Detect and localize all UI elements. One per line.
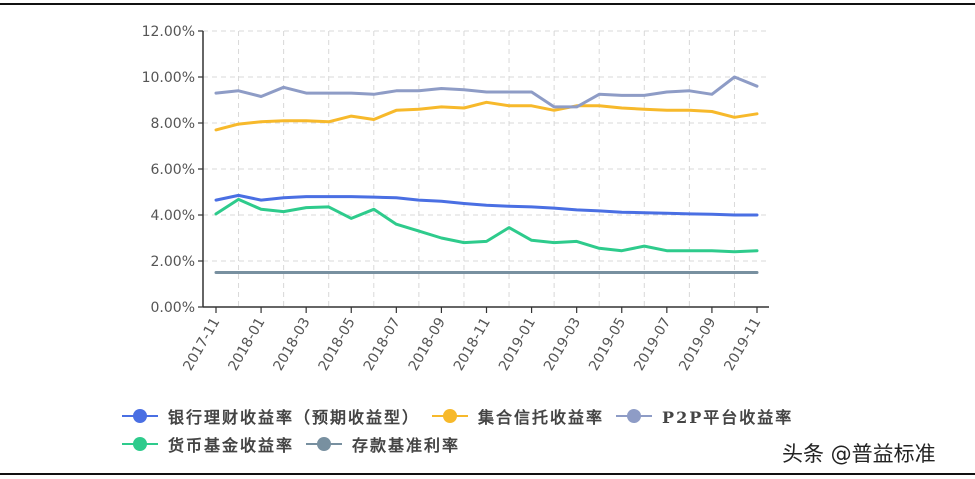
- series-lines: [214, 75, 759, 274]
- svg-text:2018-09: 2018-09: [406, 315, 449, 374]
- legend-label: P2P平台收益率: [662, 408, 794, 427]
- legend-item-p2p[interactable]: P2P平台收益率: [616, 404, 793, 428]
- svg-text:0.00%: 0.00%: [151, 300, 195, 316]
- svg-text:4.00%: 4.00%: [151, 208, 195, 224]
- svg-text:2.00%: 2.00%: [151, 254, 195, 270]
- legend-row-2: 货币基金收益率 存款基准利率: [122, 430, 805, 458]
- legend-item-trust[interactable]: 集合信托收益率: [432, 404, 604, 428]
- line-marker-icon: [122, 437, 158, 451]
- y-axis-ticks: 0.00% 2.00% 4.00% 6.00% 8.00% 10.00% 12.00%: [142, 24, 195, 316]
- line-marker-icon: [616, 409, 653, 423]
- grid-lines: [203, 30, 768, 307]
- legend-item-money-fund[interactable]: 货币基金收益率: [122, 432, 294, 456]
- svg-text:10.00%: 10.00%: [142, 70, 195, 86]
- line-marker-icon: [306, 437, 343, 451]
- watermark: 头条 @普益标准: [782, 442, 936, 466]
- svg-text:2017-11: 2017-11: [180, 315, 223, 374]
- legend: 银行理财收益率（预期收益型） 集合信托收益率 P2P平台收益率 货币基金收益率: [122, 402, 805, 458]
- legend-label: 集合信托收益率: [478, 408, 605, 427]
- svg-text:2019-03: 2019-03: [541, 315, 584, 374]
- svg-text:12.00%: 12.00%: [142, 24, 195, 40]
- svg-text:8.00%: 8.00%: [151, 116, 195, 132]
- series-line: [214, 100, 759, 132]
- svg-text:2019-11: 2019-11: [721, 315, 764, 374]
- svg-text:2019-01: 2019-01: [496, 315, 539, 374]
- svg-text:6.00%: 6.00%: [151, 162, 195, 178]
- series-line: [214, 193, 759, 217]
- svg-text:2018-07: 2018-07: [361, 315, 404, 374]
- svg-text:2019-07: 2019-07: [631, 315, 674, 374]
- line-marker-icon: [122, 409, 158, 423]
- legend-row-1: 银行理财收益率（预期收益型） 集合信托收益率 P2P平台收益率: [122, 402, 805, 430]
- series-line: [214, 75, 759, 109]
- line-chart: 0.00% 2.00% 4.00% 6.00% 8.00% 10.00% 12.00% 20…: [142, 24, 769, 374]
- x-axis-ticks: 2017-11 2018-01 2018-03 2018-05 2018-07 2018-…: [180, 315, 764, 374]
- svg-text:2018-11: 2018-11: [451, 315, 494, 374]
- legend-label: 存款基准利率: [352, 436, 461, 455]
- svg-text:2018-03: 2018-03: [271, 315, 314, 374]
- line-marker-icon: [432, 409, 469, 423]
- svg-text:2019-09: 2019-09: [676, 315, 719, 374]
- axes: [198, 30, 769, 313]
- series-line: [214, 197, 759, 254]
- bottom-border: [0, 473, 975, 475]
- legend-label: 银行理财收益率（预期收益型）: [168, 408, 421, 427]
- top-border: [0, 3, 975, 5]
- legend-item-bank-wealth[interactable]: 银行理财收益率（预期收益型）: [122, 404, 420, 428]
- legend-label: 货币基金收益率: [168, 436, 295, 455]
- svg-text:2018-05: 2018-05: [316, 315, 359, 374]
- legend-item-deposit-rate[interactable]: 存款基准利率: [306, 432, 460, 456]
- svg-text:2018-01: 2018-01: [225, 315, 268, 374]
- svg-text:2019-05: 2019-05: [586, 315, 629, 374]
